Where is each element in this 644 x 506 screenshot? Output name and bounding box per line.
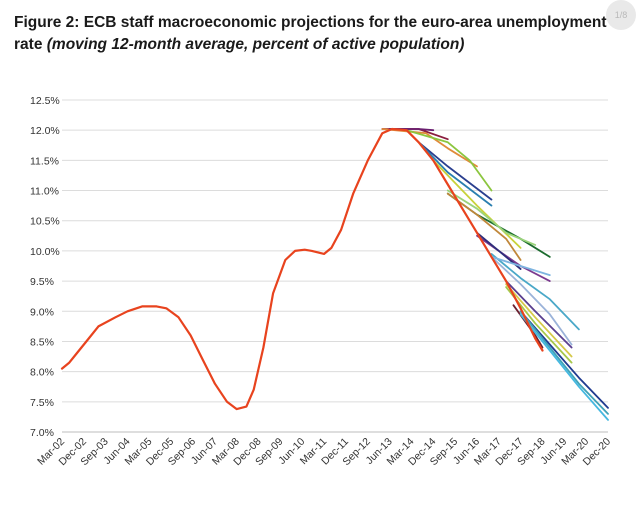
- series-line-actual: [60, 127, 544, 411]
- y-tick-label: 8.5%: [30, 336, 54, 348]
- y-tick-label: 9.5%: [30, 276, 54, 288]
- series-line-projection: [519, 310, 609, 415]
- series-line-projection: [505, 283, 573, 358]
- y-tick-label: 10.5%: [30, 216, 60, 228]
- series-line-projection: [446, 192, 522, 261]
- chart-title-block: Figure 2: ECB staff macroeconomic projec…: [14, 12, 614, 56]
- grid-lines: [62, 99, 608, 433]
- series-line-projection: [417, 141, 493, 207]
- series-line-projection: [519, 313, 609, 421]
- y-tick-label: 12.5%: [30, 95, 60, 107]
- y-tick-label: 9.0%: [30, 306, 54, 318]
- x-axis-ticks: Mar-02Dec-02Sep-03Jun-04Mar-05Dec-05Sep-…: [35, 436, 613, 469]
- series-line-projection: [505, 280, 573, 349]
- y-tick-label: 11.0%: [30, 186, 59, 198]
- chart-subtitle: (moving 12-month average, percent of act…: [46, 36, 465, 53]
- series-line-projection: [446, 189, 537, 246]
- y-tick-label: 12.0%: [30, 125, 60, 137]
- series-line-projection: [417, 141, 493, 201]
- series-line-projection: [446, 192, 551, 258]
- y-tick-label: 10.0%: [30, 246, 60, 258]
- page-badge: 1/8: [606, 0, 636, 30]
- y-tick-label: 11.5%: [30, 155, 59, 167]
- chart-title: Figure 2: ECB staff macroeconomic projec…: [14, 14, 607, 53]
- series-line-projection: [490, 255, 573, 346]
- y-tick-label: 7.0%: [30, 427, 54, 439]
- y-tick-label: 7.5%: [30, 397, 54, 409]
- series-line-projection: [519, 310, 609, 409]
- series-line-projection: [490, 255, 551, 277]
- y-tick-label: 8.0%: [30, 367, 54, 379]
- y-axis-ticks: 7.0% 7.5% 8.0% 8.5% 9.0% 9.5% 10.0% 10.5% 11.0% 1…: [30, 95, 60, 439]
- series-line-projection: [405, 129, 493, 192]
- series-line-projection: [490, 252, 580, 331]
- series-lines: [60, 127, 609, 421]
